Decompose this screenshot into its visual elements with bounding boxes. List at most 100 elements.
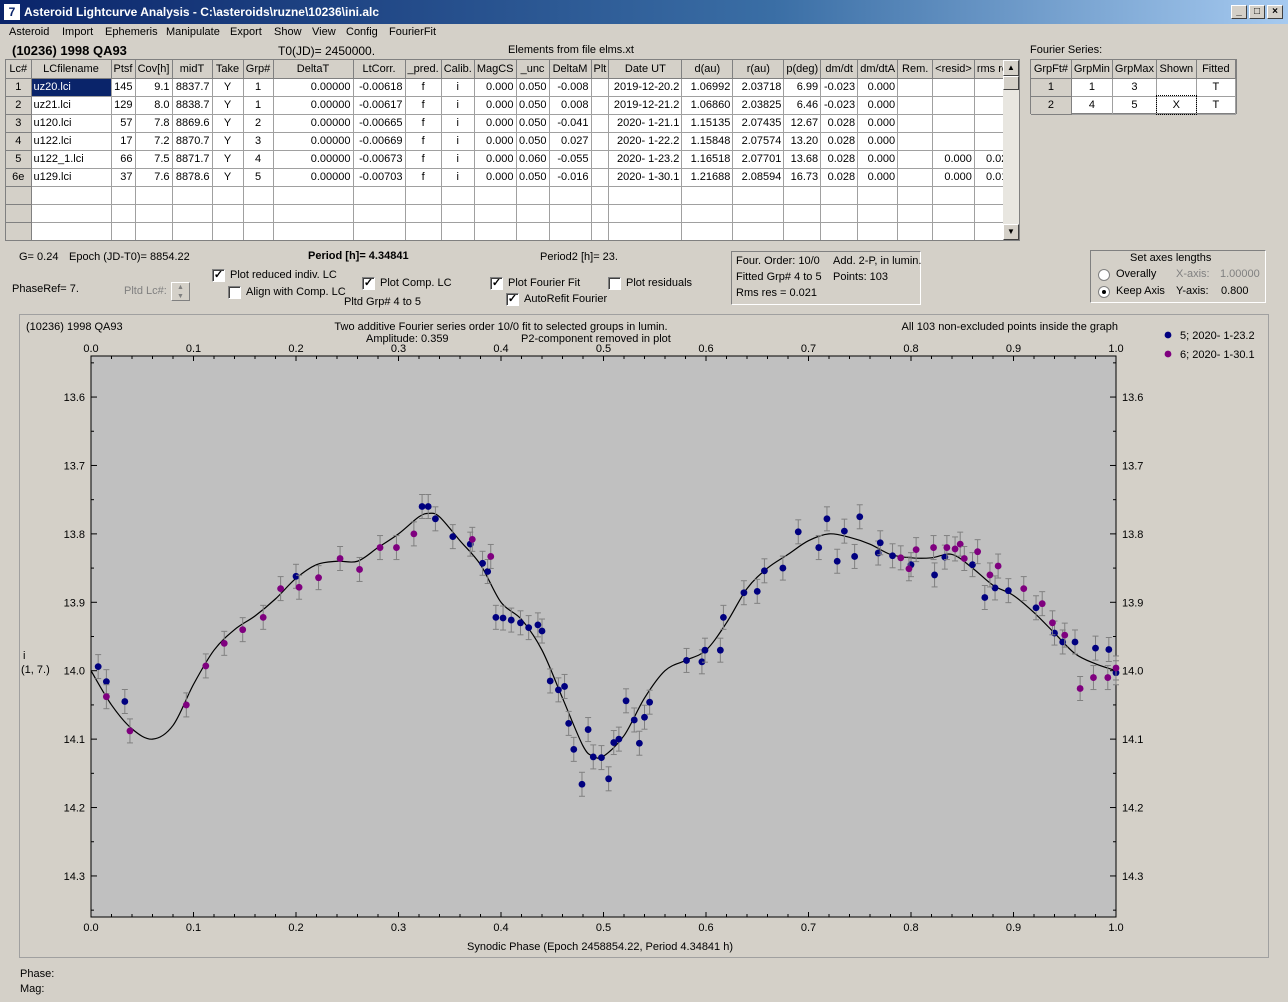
table-cell[interactable]: 0.00000	[273, 114, 354, 133]
table-cell[interactable]: 9.1	[135, 78, 173, 97]
column-header[interactable]: Date UT	[608, 60, 683, 79]
table-cell[interactable]: 0.000	[474, 150, 517, 169]
plot-fourier-checkbox[interactable]: ✓	[490, 277, 503, 290]
table-cell[interactable]	[474, 222, 517, 240]
align-comp-checkbox[interactable]	[228, 286, 241, 299]
table-cell[interactable]	[591, 186, 610, 205]
column-header[interactable]: Ptsf	[111, 60, 136, 79]
table-cell[interactable]	[820, 204, 859, 223]
table-cell[interactable]	[932, 78, 975, 97]
table-cell[interactable]: 8878.6	[172, 168, 213, 187]
table-row[interactable]: 6e u129.lci 37 7.6 8878.6 Y 5 0.00000 -0.00703 f i…	[6, 168, 1017, 187]
column-header[interactable]: Lc#	[6, 60, 32, 79]
table-cell[interactable]: 2	[243, 114, 274, 133]
table-cell[interactable]: 7.8	[135, 114, 173, 133]
table-cell[interactable]: 8869.6	[172, 114, 213, 133]
table-cell[interactable]: 8871.7	[172, 150, 213, 169]
table-cell[interactable]: f	[405, 78, 442, 97]
scroll-up-icon[interactable]: ▲	[1003, 60, 1019, 76]
table-cell[interactable]	[273, 222, 354, 240]
table-cell[interactable]	[591, 222, 610, 240]
fourier-cell[interactable]: 5	[1112, 96, 1158, 115]
table-cell[interactable]: 0.000	[474, 132, 517, 151]
row-number[interactable]: 3	[6, 114, 32, 133]
menu-view[interactable]: View	[312, 26, 336, 38]
column-header[interactable]: DeltaT	[273, 60, 354, 79]
table-cell[interactable]: 2020- 1-23.2	[608, 150, 683, 169]
table-cell[interactable]: uz21.lci	[31, 96, 112, 115]
table-cell[interactable]	[820, 186, 859, 205]
table-cell[interactable]	[474, 186, 517, 205]
table-cell[interactable]: -0.00673	[353, 150, 406, 169]
scroll-thumb[interactable]	[1003, 76, 1019, 90]
table-cell[interactable]	[212, 222, 244, 240]
table-cell[interactable]: -0.016	[549, 168, 592, 187]
table-cell[interactable]	[857, 186, 899, 205]
table-cell[interactable]: 6.46	[783, 96, 822, 115]
table-cell[interactable]: f	[405, 96, 442, 115]
column-header[interactable]: dm/dt	[820, 60, 859, 79]
table-cell[interactable]	[243, 186, 274, 205]
table-cell[interactable]	[441, 222, 475, 240]
table-cell[interactable]	[732, 186, 785, 205]
table-cell[interactable]: 66	[111, 150, 136, 169]
table-cell[interactable]: 1.06992	[681, 78, 734, 97]
y-axis-value[interactable]: 0.800	[1221, 285, 1249, 297]
table-cell[interactable]	[820, 222, 859, 240]
table-cell[interactable]	[212, 204, 244, 223]
scroll-down-icon[interactable]: ▼	[1003, 224, 1019, 240]
table-cell[interactable]	[549, 204, 592, 223]
table-cell[interactable]	[932, 114, 975, 133]
table-cell[interactable]: i	[441, 96, 475, 115]
menu-config[interactable]: Config	[346, 26, 378, 38]
table-cell[interactable]: 0.000	[932, 150, 975, 169]
table-cell[interactable]	[441, 186, 475, 205]
fourier-cell[interactable]: T	[1196, 96, 1237, 115]
table-cell[interactable]	[6, 186, 32, 205]
table-cell[interactable]: u122_1.lci	[31, 150, 112, 169]
table-cell[interactable]: 0.000	[857, 96, 899, 115]
fourier-cell[interactable]: T	[1196, 78, 1237, 97]
minimize-icon[interactable]: _	[1231, 5, 1247, 19]
menu-manipulate[interactable]: Manipulate	[166, 26, 220, 38]
table-cell[interactable]: 7.6	[135, 168, 173, 187]
fourier-cell[interactable]: 4	[1071, 96, 1113, 115]
table-cell[interactable]	[172, 204, 213, 223]
table-cell[interactable]: 145	[111, 78, 136, 97]
lightcurve-plot[interactable]: (10236) 1998 QA93 Two additive Fourier s…	[19, 314, 1269, 958]
table-cell[interactable]: 1	[243, 78, 274, 97]
table-cell[interactable]	[932, 204, 975, 223]
table-cell[interactable]	[932, 186, 975, 205]
column-header[interactable]: dm/dtA	[857, 60, 899, 79]
table-cell[interactable]	[441, 204, 475, 223]
table-cell[interactable]	[857, 222, 899, 240]
column-header[interactable]: d(au)	[681, 60, 734, 79]
table-cell[interactable]	[732, 204, 785, 223]
table-cell[interactable]: 2.07574	[732, 132, 785, 151]
table-cell[interactable]: 0.050	[516, 78, 550, 97]
table-cell[interactable]: 37	[111, 168, 136, 187]
table-cell[interactable]	[608, 186, 683, 205]
fourier-column-header[interactable]: Shown	[1156, 60, 1197, 79]
table-cell[interactable]: 16.73	[783, 168, 822, 187]
plot-residuals-checkbox[interactable]	[608, 277, 621, 290]
table-cell[interactable]: -0.023	[820, 78, 859, 97]
table-cell[interactable]	[591, 78, 610, 97]
table-cell[interactable]	[135, 222, 173, 240]
table-cell[interactable]: 0.050	[516, 114, 550, 133]
table-cell[interactable]: f	[405, 168, 442, 187]
column-header[interactable]: Plt	[591, 60, 610, 79]
table-cell[interactable]	[897, 222, 934, 240]
empty-row[interactable]	[6, 222, 1017, 240]
table-cell[interactable]: 3	[243, 132, 274, 151]
table-cell[interactable]: 8838.7	[172, 96, 213, 115]
table-cell[interactable]: 129	[111, 96, 136, 115]
table-cell[interactable]: 1.15848	[681, 132, 734, 151]
table-cell[interactable]	[212, 186, 244, 205]
table-cell[interactable]: -0.00703	[353, 168, 406, 187]
row-number[interactable]: 6e	[6, 168, 32, 187]
table-cell[interactable]: 0.000	[474, 96, 517, 115]
table-cell[interactable]	[897, 78, 934, 97]
plot-reduced-checkbox[interactable]: ✓	[212, 269, 225, 282]
table-cell[interactable]: 1.21688	[681, 168, 734, 187]
